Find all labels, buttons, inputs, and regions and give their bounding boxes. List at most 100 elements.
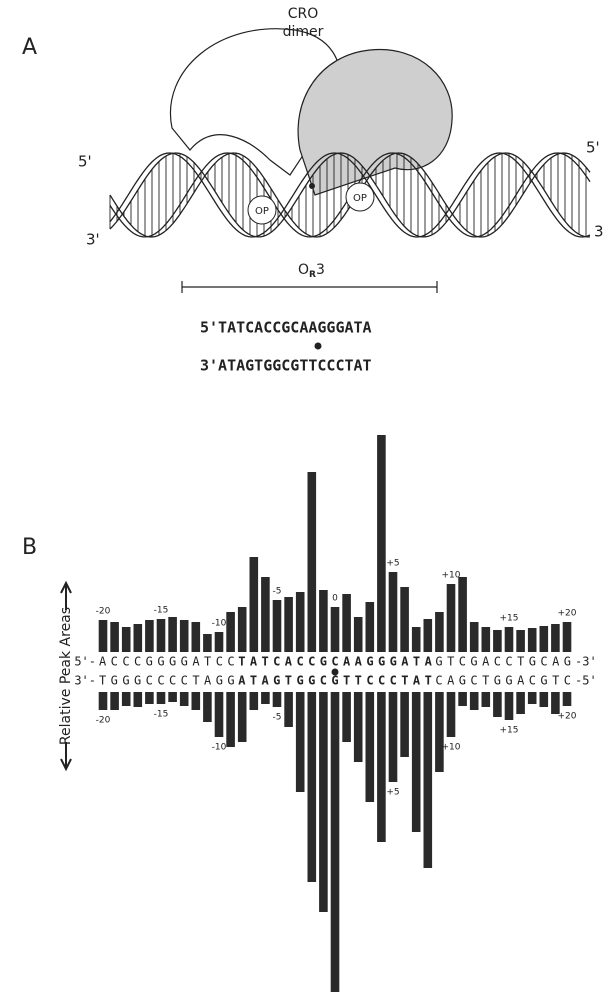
arrow-down [61, 742, 71, 769]
panel-label: B [22, 535, 37, 560]
bar [250, 692, 259, 710]
y-axis-label: Relative Peak Areas [58, 607, 74, 745]
end-label: 5' [586, 139, 600, 157]
bar [215, 632, 224, 652]
bar [238, 692, 247, 742]
figure: A CRO dimer 5' 5' 3' 3 OP OP OR3 5'TATCA… [0, 0, 607, 998]
bar [319, 692, 328, 912]
operator-name: 3 [316, 262, 325, 278]
bar [331, 692, 340, 992]
bar [412, 692, 421, 832]
bar [203, 692, 212, 722]
bar [192, 692, 201, 710]
strand-sequence: GTCGACCTGCAG [435, 655, 571, 669]
bar [505, 692, 514, 720]
bar [273, 600, 282, 652]
position-label: 0 [332, 594, 338, 604]
bar [389, 692, 398, 782]
operator-name: OR3 [298, 262, 325, 280]
dyad-dot [309, 183, 315, 189]
bar [400, 692, 409, 757]
bar [435, 612, 444, 652]
bar [110, 622, 119, 652]
bar [134, 692, 143, 707]
position-label: +5 [386, 788, 399, 798]
end-label: 3' [86, 231, 100, 249]
position-label: +5 [386, 559, 399, 569]
position-label: +20 [558, 712, 577, 722]
bar [389, 572, 398, 652]
strand-sequence: CAGCTGGACGTC [435, 674, 571, 688]
operator-subscript: R [309, 270, 316, 280]
bar [238, 607, 247, 652]
bar [261, 692, 270, 704]
position-label: -20 [96, 716, 111, 726]
bar [296, 592, 305, 652]
bar [458, 692, 467, 706]
bar [458, 577, 467, 652]
bar [342, 594, 351, 652]
bar [470, 622, 479, 652]
position-label: -5 [273, 587, 282, 597]
bar [122, 627, 131, 652]
bar [226, 692, 235, 747]
bar [145, 692, 154, 704]
strand-sequence: TATCACCGCAAGGGATA [238, 655, 432, 669]
bar [250, 557, 259, 652]
end-label: 3 [594, 223, 604, 241]
bar [180, 692, 189, 706]
position-label: +15 [500, 726, 519, 736]
bar [424, 692, 433, 868]
bar [168, 692, 177, 702]
bar [377, 435, 386, 652]
bar [482, 627, 491, 652]
bar [319, 590, 328, 652]
bar [308, 692, 317, 882]
op-label: OP [255, 206, 269, 217]
bar [551, 624, 560, 652]
bar [493, 692, 502, 717]
bar [482, 692, 491, 707]
bar [516, 630, 525, 652]
bar [528, 628, 537, 652]
protein-label: dimer [283, 24, 324, 40]
strand-end: 3'- [74, 674, 96, 688]
position-label: -15 [154, 606, 169, 616]
op-label: OP [353, 193, 367, 204]
position-label: +15 [500, 614, 519, 624]
position-label: -15 [154, 710, 169, 720]
bar [435, 692, 444, 772]
bar [493, 630, 502, 652]
end-label: 5' [78, 153, 92, 171]
bar [273, 692, 282, 707]
strand-end: -3' [575, 655, 597, 669]
operator-name: O [298, 262, 309, 278]
strand-end: 5'- [74, 655, 96, 669]
bar [540, 692, 549, 707]
strand-sequence: ACCCGGGGATCC [99, 655, 235, 669]
bar [180, 620, 189, 652]
arrow-up [61, 583, 71, 610]
bar [528, 692, 537, 704]
bar [563, 622, 572, 652]
position-label: +10 [442, 571, 461, 581]
dyad-dot [315, 343, 322, 350]
bar [110, 692, 119, 710]
bar [331, 607, 340, 652]
bar [563, 692, 572, 706]
bar [284, 597, 293, 652]
bar [226, 612, 235, 652]
bar [261, 577, 270, 652]
bar [122, 692, 131, 706]
position-label: -20 [96, 607, 111, 617]
bar [192, 622, 201, 652]
bar [400, 587, 409, 652]
sequence: 5'TATCACCGCAAGGGATA [200, 319, 372, 337]
bar [412, 627, 421, 652]
bar [157, 692, 166, 704]
bar [157, 619, 166, 652]
bar [99, 620, 108, 652]
bar [99, 692, 108, 710]
bar [377, 692, 386, 842]
